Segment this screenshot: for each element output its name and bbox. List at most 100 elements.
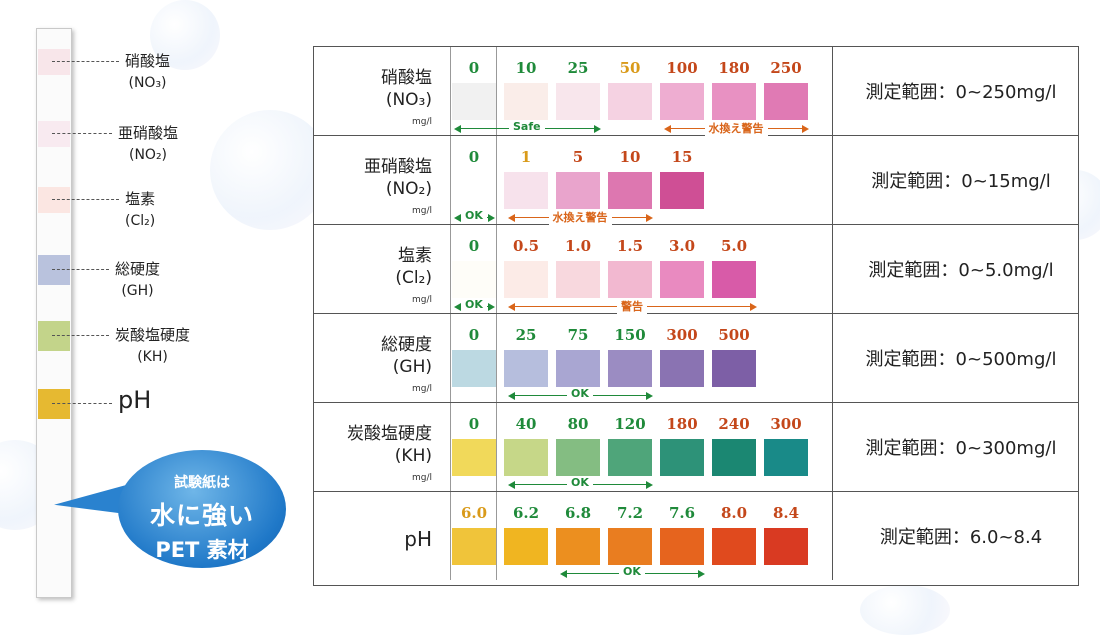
arrowhead-left xyxy=(508,214,515,222)
leader-line xyxy=(52,403,112,404)
reading-value: 0 xyxy=(468,148,480,166)
column-divider xyxy=(832,225,833,313)
reading-value: 120 xyxy=(614,415,646,433)
strip-pad-label: 塩素 (Cl₂) xyxy=(125,188,155,232)
parameter-title: 塩素 xyxy=(398,246,432,266)
arrowhead-left xyxy=(508,303,515,311)
range-label: 水換え警告 xyxy=(704,120,768,136)
reading-value: 10 xyxy=(619,148,641,166)
parameter-name: 炭酸塩硬度 (KH) xyxy=(347,423,432,467)
reading-value: 7.2 xyxy=(616,504,644,522)
parameter-title: 硝酸塩 xyxy=(381,68,432,88)
reading-value: 500 xyxy=(718,326,750,344)
color-swatch xyxy=(764,528,808,565)
color-swatch xyxy=(608,528,652,565)
color-swatch xyxy=(660,350,704,387)
reading-value: 80 xyxy=(567,415,589,433)
color-swatch xyxy=(556,83,600,120)
callout-line-3: PET 素材 xyxy=(155,538,249,562)
arrowhead-left xyxy=(454,125,461,133)
range-label: Safe xyxy=(509,120,545,133)
pad-formula: (KH) xyxy=(137,349,168,365)
reading-value: 180 xyxy=(718,59,750,77)
color-swatch xyxy=(504,83,548,120)
range-label: OK xyxy=(461,298,487,311)
parameter-unit: mg/l xyxy=(411,295,432,305)
pad-formula: (Cl₂) xyxy=(125,213,156,229)
strip-pad-6 xyxy=(38,389,70,419)
color-swatch xyxy=(452,528,496,565)
color-chart-table: 硝酸塩 (NO₃) mg/l 0 10 25 50 100 180 250 Safe 水換え警告 測定範… xyxy=(313,46,1079,586)
measuring-range-text: 測定範囲：0~15mg/l xyxy=(871,171,1051,192)
pad-formula: (GH) xyxy=(121,283,154,299)
color-swatch xyxy=(764,83,808,120)
arrowhead-left xyxy=(508,392,515,400)
color-swatch xyxy=(452,172,496,209)
callout-line-1: 試験紙は xyxy=(174,475,230,491)
arrowhead-right xyxy=(698,570,705,578)
color-swatch xyxy=(660,261,704,298)
column-divider xyxy=(832,136,833,224)
arrowhead-right xyxy=(646,481,653,489)
parameter-name: 総硬度 (GH) xyxy=(381,334,432,378)
parameter-name: pH xyxy=(404,528,432,550)
reading-value: 5.0 xyxy=(720,237,748,255)
pad-formula: (NO₃) xyxy=(128,75,167,91)
color-swatch xyxy=(608,83,652,120)
parameter-name: 硝酸塩 (NO₃) xyxy=(381,67,432,111)
parameter-formula: (Cl₂) xyxy=(395,268,432,288)
column-divider xyxy=(496,492,497,580)
parameter-title: 総硬度 xyxy=(381,335,432,355)
parameter-unit: mg/l xyxy=(411,206,432,216)
measuring-range: 測定範囲：0~15mg/l xyxy=(844,136,1078,224)
pad-name: 総硬度 xyxy=(115,260,161,278)
parameter-label: 総硬度 (GH) mg/l xyxy=(314,314,450,402)
column-divider xyxy=(450,136,451,224)
reading-value: 0.5 xyxy=(512,237,540,255)
color-swatch xyxy=(556,350,600,387)
measuring-range: 測定範囲：0~250mg/l xyxy=(844,47,1078,135)
reading-value: 250 xyxy=(770,59,802,77)
arrowhead-right xyxy=(594,125,601,133)
parameter-name: 亜硝酸塩 (NO₂) xyxy=(364,156,432,200)
column-divider xyxy=(832,492,833,580)
chart-row: 塩素 (Cl₂) mg/l 0 0.5 1.0 1.5 3.0 5.0 OK 警告 測定範囲：0~5.… xyxy=(314,225,1078,314)
reading-value: 1.0 xyxy=(564,237,592,255)
measuring-range-text: 測定範囲：0~5.0mg/l xyxy=(868,260,1054,281)
strip-pad-2 xyxy=(38,121,70,147)
parameter-label: 亜硝酸塩 (NO₂) mg/l xyxy=(314,136,450,224)
strip-pad-label: pH xyxy=(118,386,152,414)
reading-value: 1.5 xyxy=(616,237,644,255)
arrowhead-left xyxy=(508,481,515,489)
reading-value: 150 xyxy=(614,326,646,344)
parameter-formula: (NO₂) xyxy=(385,179,432,199)
reading-value: 8.4 xyxy=(772,504,800,522)
reading-value: 0 xyxy=(468,415,480,433)
parameter-title: pH xyxy=(404,527,432,551)
background-bubble xyxy=(210,110,330,230)
range-label: 警告 xyxy=(617,298,647,314)
range-label: OK xyxy=(461,209,487,222)
parameter-formula: (NO₃) xyxy=(385,90,432,110)
parameter-label: pH xyxy=(314,492,450,580)
column-divider xyxy=(832,314,833,402)
reading-value: 1 xyxy=(520,148,532,166)
reading-value: 7.6 xyxy=(668,504,696,522)
strip-pad-4 xyxy=(38,255,70,285)
measuring-range: 測定範囲：0~300mg/l xyxy=(844,403,1078,491)
color-swatch xyxy=(712,439,756,476)
chart-row: 硝酸塩 (NO₃) mg/l 0 10 25 50 100 180 250 Safe 水換え警告 測定範… xyxy=(314,47,1078,136)
reading-value: 40 xyxy=(515,415,537,433)
chart-row: 炭酸塩硬度 (KH) mg/l 0 40 80 120 180 240 300 OK 測定範囲：0~3… xyxy=(314,403,1078,492)
color-swatch xyxy=(504,350,548,387)
measuring-range: 測定範囲：6.0~8.4 xyxy=(844,492,1078,580)
pad-name: pH xyxy=(118,386,152,414)
parameter-title: 亜硝酸塩 xyxy=(364,157,432,177)
measuring-range-text: 測定範囲：6.0~8.4 xyxy=(879,527,1043,548)
color-swatch xyxy=(556,528,600,565)
column-divider xyxy=(450,492,451,580)
parameter-unit: mg/l xyxy=(411,473,432,483)
color-swatch xyxy=(764,439,808,476)
reading-value: 6.8 xyxy=(564,504,592,522)
color-swatch xyxy=(660,172,704,209)
